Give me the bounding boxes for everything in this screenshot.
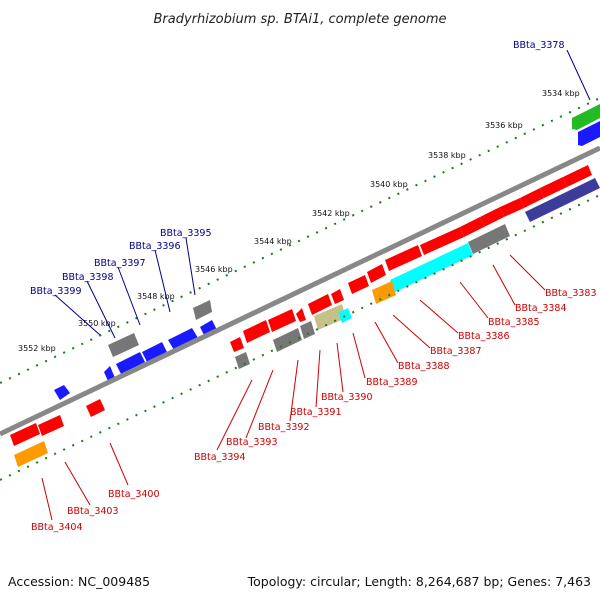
gene-blue-small-1[interactable]	[200, 320, 217, 337]
kbp-label: 3546 kbp	[195, 265, 233, 274]
gene-cyan-small[interactable]	[338, 308, 352, 323]
kbp-label: 3550 kbp	[78, 319, 116, 328]
gene-orange-3388[interactable]	[372, 281, 396, 304]
gene-red[interactable]	[268, 309, 296, 332]
kbp-label: 3542 kbp	[312, 209, 350, 218]
gene-label[interactable]: BBta_3385	[488, 317, 540, 328]
inner-tick-ring	[0, 194, 600, 481]
gene-red[interactable]	[348, 275, 369, 294]
gene-gray-small-2[interactable]	[235, 352, 250, 369]
gene-label[interactable]: BBta_3392	[258, 422, 310, 433]
kbp-label: 3534 kbp	[542, 89, 580, 98]
gene-red[interactable]	[520, 188, 544, 208]
topology-summary: Topology: circular; Length: 8,264,687 bp…	[247, 574, 591, 589]
gene-blue-arrow[interactable]	[104, 366, 115, 381]
gene-red[interactable]	[460, 217, 484, 237]
forward-genes	[54, 104, 600, 400]
gene-label[interactable]: BBta_3393	[226, 437, 278, 448]
gene-bbta-3378[interactable]	[572, 104, 600, 130]
gene-blue-long-3[interactable]	[116, 352, 145, 374]
gene-gray-3384[interactable]	[468, 224, 510, 254]
outer-tick-ring	[0, 97, 600, 384]
gene-label[interactable]: BBta_3396	[129, 241, 181, 252]
gene-label[interactable]: BBta_3399	[30, 286, 82, 297]
kbp-label: 3540 kbp	[370, 180, 408, 189]
kbp-labels: 3534 kbp 3536 kbp 3538 kbp 3540 kbp 3542…	[18, 89, 580, 353]
kbp-label: 3536 kbp	[485, 121, 523, 130]
gene-red[interactable]	[420, 227, 464, 255]
gene-red-3394[interactable]	[230, 337, 244, 352]
kbp-label: 3544 kbp	[254, 237, 292, 246]
gene-red[interactable]	[367, 264, 386, 283]
gene-blue-long-1[interactable]	[168, 328, 198, 350]
gene-label[interactable]: BBta_3383	[545, 288, 597, 299]
gene-label[interactable]: BBta_3388	[398, 361, 450, 372]
gene-bbta-3398[interactable]	[108, 333, 139, 357]
kbp-label: 3552 kbp	[18, 344, 56, 353]
reverse-leaders	[41, 254, 546, 521]
gene-label[interactable]: BBta_3404	[31, 522, 83, 533]
reverse-gene-labels: BBta_3383 BBta_3384 BBta_3385 BBta_3386 …	[31, 288, 597, 533]
gene-red-small-3390[interactable]	[331, 289, 344, 304]
gene-label[interactable]: BBta_3378	[513, 40, 565, 51]
forward-gene-labels: BBta_3378 BBta_3395 BBta_3396 BBta_3397 …	[30, 40, 565, 297]
accession-text: Accession: NC_009485	[8, 574, 150, 589]
gene-blue-lower[interactable]	[54, 385, 70, 400]
gene-label[interactable]: BBta_3403	[67, 506, 119, 517]
gene-label[interactable]: BBta_3386	[458, 331, 510, 342]
gene-red[interactable]	[563, 165, 592, 187]
gene-orange-3404[interactable]	[14, 441, 48, 467]
gene-blue-top[interactable]	[578, 121, 600, 146]
gene-bbta-3395[interactable]	[193, 300, 212, 320]
kbp-label: 3538 kbp	[428, 151, 466, 160]
gene-label[interactable]: BBta_3395	[160, 228, 212, 239]
gene-red[interactable]	[38, 415, 64, 436]
gene-label[interactable]: BBta_3389	[366, 377, 418, 388]
reverse-genes	[10, 165, 600, 467]
gene-red[interactable]	[385, 245, 422, 271]
gene-red[interactable]	[243, 320, 270, 343]
backbone	[0, 145, 600, 437]
map-title: Bradyrhizobium sp. BTAi1, complete genom…	[153, 12, 446, 27]
gene-red-arrow[interactable]	[296, 308, 306, 322]
gene-label[interactable]: BBta_3384	[515, 303, 567, 314]
gene-blue-long-2[interactable]	[142, 342, 167, 362]
gene-label[interactable]: BBta_3390	[321, 392, 373, 403]
gene-red[interactable]	[308, 294, 332, 315]
gene-label[interactable]: BBta_3400	[108, 489, 160, 500]
gene-label[interactable]: BBta_3397	[94, 258, 146, 269]
gene-red[interactable]	[500, 198, 524, 217]
gene-label[interactable]: BBta_3398	[62, 272, 114, 283]
gene-label[interactable]: BBta_3387	[430, 346, 482, 357]
gene-label[interactable]: BBta_3394	[194, 452, 246, 463]
gene-navy[interactable]	[525, 178, 600, 222]
gene-label[interactable]: BBta_3391	[290, 407, 342, 418]
gene-gray-3393[interactable]	[273, 328, 302, 352]
gene-red-3400[interactable]	[86, 399, 105, 417]
gene-cyan[interactable]	[390, 243, 473, 292]
gene-red[interactable]	[540, 177, 567, 198]
gene-red[interactable]	[10, 423, 40, 446]
gene-red[interactable]	[480, 207, 504, 227]
gene-khaki[interactable]	[314, 304, 346, 330]
forward-leaders	[54, 49, 591, 339]
kbp-label: 3548 kbp	[137, 292, 175, 301]
gene-gray-small[interactable]	[300, 321, 315, 339]
